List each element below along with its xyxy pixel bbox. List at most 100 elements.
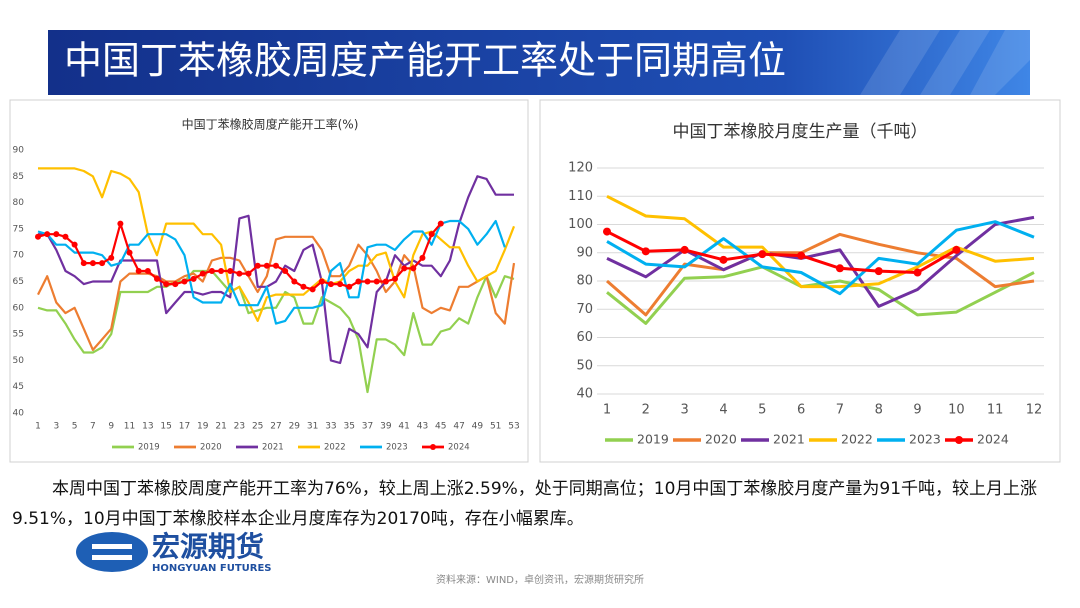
series-marker [144, 267, 151, 274]
series-line [37, 269, 515, 394]
x-tick-label: 12 [1026, 403, 1043, 418]
series-line [606, 194, 1035, 289]
x-tick-label: 53 [508, 422, 519, 432]
series-marker [291, 278, 298, 285]
x-tick-label: 31 [307, 422, 318, 432]
y-tick-label: 40 [576, 387, 593, 402]
y-tick-label: 50 [576, 358, 593, 373]
y-tick-label: 40 [13, 409, 25, 419]
series-marker [355, 278, 362, 285]
x-tick-label: 17 [179, 422, 190, 432]
y-tick-label: 75 [13, 224, 24, 234]
series-marker [89, 260, 96, 267]
series-marker [80, 260, 87, 267]
series-marker [364, 278, 371, 285]
series-line [606, 230, 958, 274]
series-marker [952, 245, 961, 254]
x-tick-label: 5 [72, 422, 78, 432]
series-marker [218, 267, 225, 274]
chart-title: 中国丁苯橡胶月度生产量（千吨） [673, 122, 928, 142]
legend-label: 2020 [705, 432, 737, 447]
series-marker [719, 255, 728, 264]
legend-label: 2023 [909, 432, 941, 447]
series-line [38, 175, 514, 365]
series-marker [603, 227, 611, 236]
logo-english: HONGYUAN FUTURES [152, 563, 272, 574]
series-marker [758, 250, 767, 259]
legend-swatch [955, 436, 963, 444]
x-tick-label: 3 [53, 422, 59, 432]
x-tick-label: 7 [90, 422, 96, 432]
series-line [37, 235, 516, 351]
y-tick-label: 90 [576, 245, 593, 260]
y-tick-label: 110 [568, 189, 593, 204]
y-tick-label: 120 [568, 161, 593, 176]
x-tick-label: 15 [160, 422, 171, 432]
legend-label: 2021 [262, 443, 284, 453]
legend-label: 2020 [200, 443, 222, 453]
x-tick-label: 47 [453, 422, 464, 432]
slide-title: 中国丁苯橡胶周度产能开工率处于同期高位 [64, 39, 786, 83]
x-tick-label: 23 [234, 422, 245, 432]
series-marker [327, 281, 334, 288]
chart-title: 中国丁苯橡胶周度产能开工率(%) [182, 117, 359, 132]
y-tick-label: 60 [576, 330, 593, 345]
y-tick-label: 100 [568, 217, 593, 232]
series-line [606, 232, 1035, 317]
y-tick-label: 55 [13, 330, 24, 340]
series-marker [382, 278, 389, 285]
series-marker [373, 278, 380, 285]
x-tick-label: 51 [490, 422, 501, 432]
legend-label: 2022 [324, 443, 346, 453]
series-marker [199, 270, 206, 277]
x-tick-label: 2 [642, 403, 650, 418]
series-marker [190, 275, 197, 282]
series-marker [913, 268, 922, 277]
series-line [606, 220, 1035, 296]
x-tick-label: 5 [758, 403, 766, 418]
title-banner [48, 30, 1030, 95]
x-tick-label: 1 [603, 403, 611, 418]
series-marker [428, 231, 435, 238]
series-marker [282, 267, 289, 274]
series-marker [236, 270, 243, 277]
series-marker [874, 267, 883, 276]
x-tick-label: 8 [875, 403, 883, 418]
source: 资料来源：WIND，卓创资讯，宏源期货研究所 [436, 573, 644, 586]
x-tick-label: 6 [797, 403, 805, 418]
series-marker [53, 231, 60, 238]
y-tick-label: 70 [576, 302, 593, 317]
legend-swatch [430, 444, 436, 450]
series-marker [318, 278, 325, 285]
legend-label: 2023 [386, 443, 408, 453]
series-marker [392, 275, 398, 282]
banner-stripes [860, 30, 1030, 95]
x-tick-label: 25 [252, 422, 263, 432]
x-tick-label: 7 [836, 403, 844, 418]
x-tick-label: 29 [289, 422, 301, 432]
series-line [38, 167, 516, 322]
series-marker [154, 275, 160, 282]
series-marker [35, 233, 41, 240]
legend-label: 2022 [841, 432, 873, 447]
logo-name: 宏源期货 [152, 530, 264, 563]
series-marker [208, 267, 215, 274]
legend-label: 2024 [448, 443, 470, 453]
x-tick-label: 11 [987, 403, 1004, 418]
series-marker [410, 265, 417, 272]
x-tick-label: 27 [270, 422, 281, 432]
y-tick-label: 50 [13, 356, 25, 366]
x-tick-label: 10 [948, 403, 965, 418]
y-tick-label: 70 [13, 251, 25, 261]
logo-mark [92, 544, 132, 549]
series-marker [99, 260, 106, 267]
series-marker [401, 265, 408, 272]
series-marker [227, 267, 234, 274]
series-marker [437, 220, 444, 227]
x-tick-label: 21 [215, 422, 226, 432]
series-marker [71, 241, 78, 248]
legend-label: 2019 [637, 432, 669, 447]
series-marker [263, 262, 270, 269]
x-tick-label: 45 [435, 422, 446, 432]
